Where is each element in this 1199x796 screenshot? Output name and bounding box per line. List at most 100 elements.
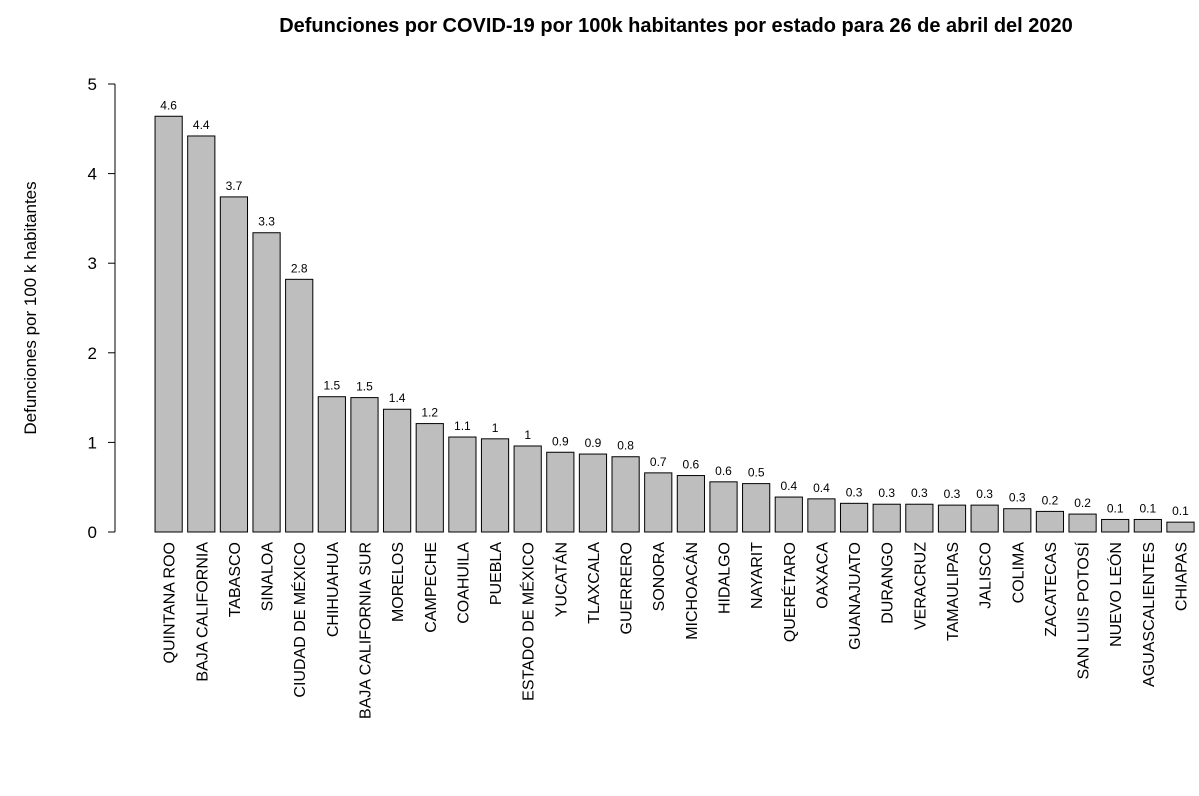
bar — [513, 445, 542, 533]
y-tick-label: 3 — [88, 254, 97, 273]
x-tick-label: NAYARIT — [749, 542, 766, 609]
bar — [611, 456, 640, 533]
bar — [546, 451, 575, 533]
bar — [252, 232, 281, 533]
value-label: 0.4 — [780, 479, 797, 493]
x-tick-label: SAN LUIS POTOSÍ — [1074, 541, 1093, 679]
x-tick-label: DURANGO — [880, 542, 897, 624]
bar — [1035, 510, 1065, 533]
bar — [905, 503, 934, 533]
x-tick-label: YUCATÁN — [551, 542, 570, 617]
bar — [872, 503, 901, 533]
y-tick-label: 5 — [88, 75, 97, 94]
value-label: 0.4 — [813, 481, 830, 495]
x-tick-label: QUERÉTARO — [780, 542, 799, 642]
value-label: 0.3 — [976, 487, 993, 501]
x-tick-label: SONORA — [651, 542, 668, 612]
value-label: 1 — [524, 428, 531, 442]
y-tick-label: 4 — [88, 165, 97, 184]
bar — [578, 453, 608, 533]
value-label: 1 — [492, 421, 499, 435]
bar — [709, 481, 738, 533]
bar — [187, 135, 216, 533]
x-tick-label: NUEVO LEÓN — [1106, 542, 1125, 647]
bar — [285, 278, 314, 533]
x-tick-label: ZACATECAS — [1043, 542, 1060, 637]
x-tick-label: VERACRUZ — [912, 542, 929, 630]
value-label: 0.9 — [585, 436, 602, 450]
y-tick-label: 0 — [88, 523, 97, 542]
bar — [807, 498, 836, 533]
x-tick-label: BAJA CALIFORNIA SUR — [357, 542, 374, 719]
value-label: 1.2 — [421, 406, 438, 420]
bar — [448, 436, 477, 533]
x-tick-label: GUANAJUATO — [847, 542, 864, 650]
x-tick-label: HIDALGO — [717, 542, 734, 614]
x-tick-label: SINALOA — [260, 542, 277, 612]
bar — [219, 196, 249, 533]
value-label: 4.6 — [160, 98, 177, 112]
value-label: 3.7 — [226, 179, 243, 193]
value-label: 1.5 — [356, 380, 373, 394]
x-tick-label: TABASCO — [227, 542, 244, 617]
value-label: 1.1 — [454, 419, 471, 433]
value-label: 0.8 — [617, 439, 634, 453]
x-tick-label: CHIHUAHUA — [325, 542, 342, 637]
value-label: 0.9 — [552, 434, 569, 448]
value-label: 0.6 — [715, 464, 732, 478]
value-label: 0.3 — [846, 485, 863, 499]
x-tick-label: CHIAPAS — [1173, 542, 1190, 611]
x-tick-label: MICHOACÁN — [682, 542, 701, 640]
value-label: 0.5 — [748, 466, 765, 480]
value-label: 0.7 — [650, 455, 667, 469]
value-label: 0.3 — [1009, 491, 1026, 505]
bar — [742, 483, 771, 533]
x-tick-label: JALISCO — [978, 542, 995, 609]
bar — [970, 504, 999, 533]
value-label: 0.6 — [683, 458, 700, 472]
value-label: 0.1 — [1107, 501, 1124, 515]
x-tick-label: MORELOS — [390, 542, 407, 622]
x-tick-label: PUEBLA — [488, 542, 505, 605]
bar — [154, 115, 183, 533]
bar — [644, 472, 673, 533]
bar — [1068, 513, 1097, 533]
x-tick-label: BAJA CALIFORNIA — [194, 542, 211, 682]
bar — [1166, 521, 1195, 533]
x-tick-label: TAMAULIPAS — [945, 542, 962, 641]
value-label: 3.3 — [258, 215, 275, 229]
bar — [774, 496, 803, 533]
value-label: 0.3 — [878, 486, 895, 500]
x-tick-label: COAHUILA — [455, 542, 472, 624]
bar — [415, 423, 444, 533]
value-label: 0.3 — [911, 486, 928, 500]
bar — [350, 397, 379, 533]
bar — [839, 502, 869, 533]
x-tick-label: ESTADO DE MÉXICO — [519, 542, 538, 701]
y-axis-label: Defunciones por 100 k habitantes — [21, 181, 40, 434]
x-tick-label: TLAXCALA — [586, 542, 603, 624]
value-label: 4.4 — [193, 118, 210, 132]
x-tick-label: AGUASCALIENTES — [1141, 542, 1158, 687]
x-tick-label: COLIMA — [1010, 542, 1027, 604]
bar — [480, 438, 510, 533]
value-label: 0.1 — [1139, 501, 1156, 515]
x-tick-label: CAMPECHE — [423, 542, 440, 633]
y-tick-label: 2 — [88, 344, 97, 363]
value-label: 2.8 — [291, 261, 308, 275]
x-tick-label: GUERRERO — [619, 542, 636, 634]
bar — [317, 396, 346, 533]
bar — [383, 408, 412, 533]
x-tick-label: CIUDAD DE MÉXICO — [290, 542, 309, 698]
value-label: 0.3 — [944, 487, 961, 501]
bar — [1133, 518, 1162, 533]
bar — [1003, 508, 1032, 533]
bar — [676, 475, 705, 533]
bar — [937, 504, 967, 533]
value-label: 1.4 — [389, 391, 406, 405]
y-tick-label: 1 — [88, 433, 97, 452]
value-label: 0.2 — [1042, 493, 1059, 507]
bar — [1101, 518, 1130, 533]
x-tick-label: OAXACA — [814, 542, 831, 609]
